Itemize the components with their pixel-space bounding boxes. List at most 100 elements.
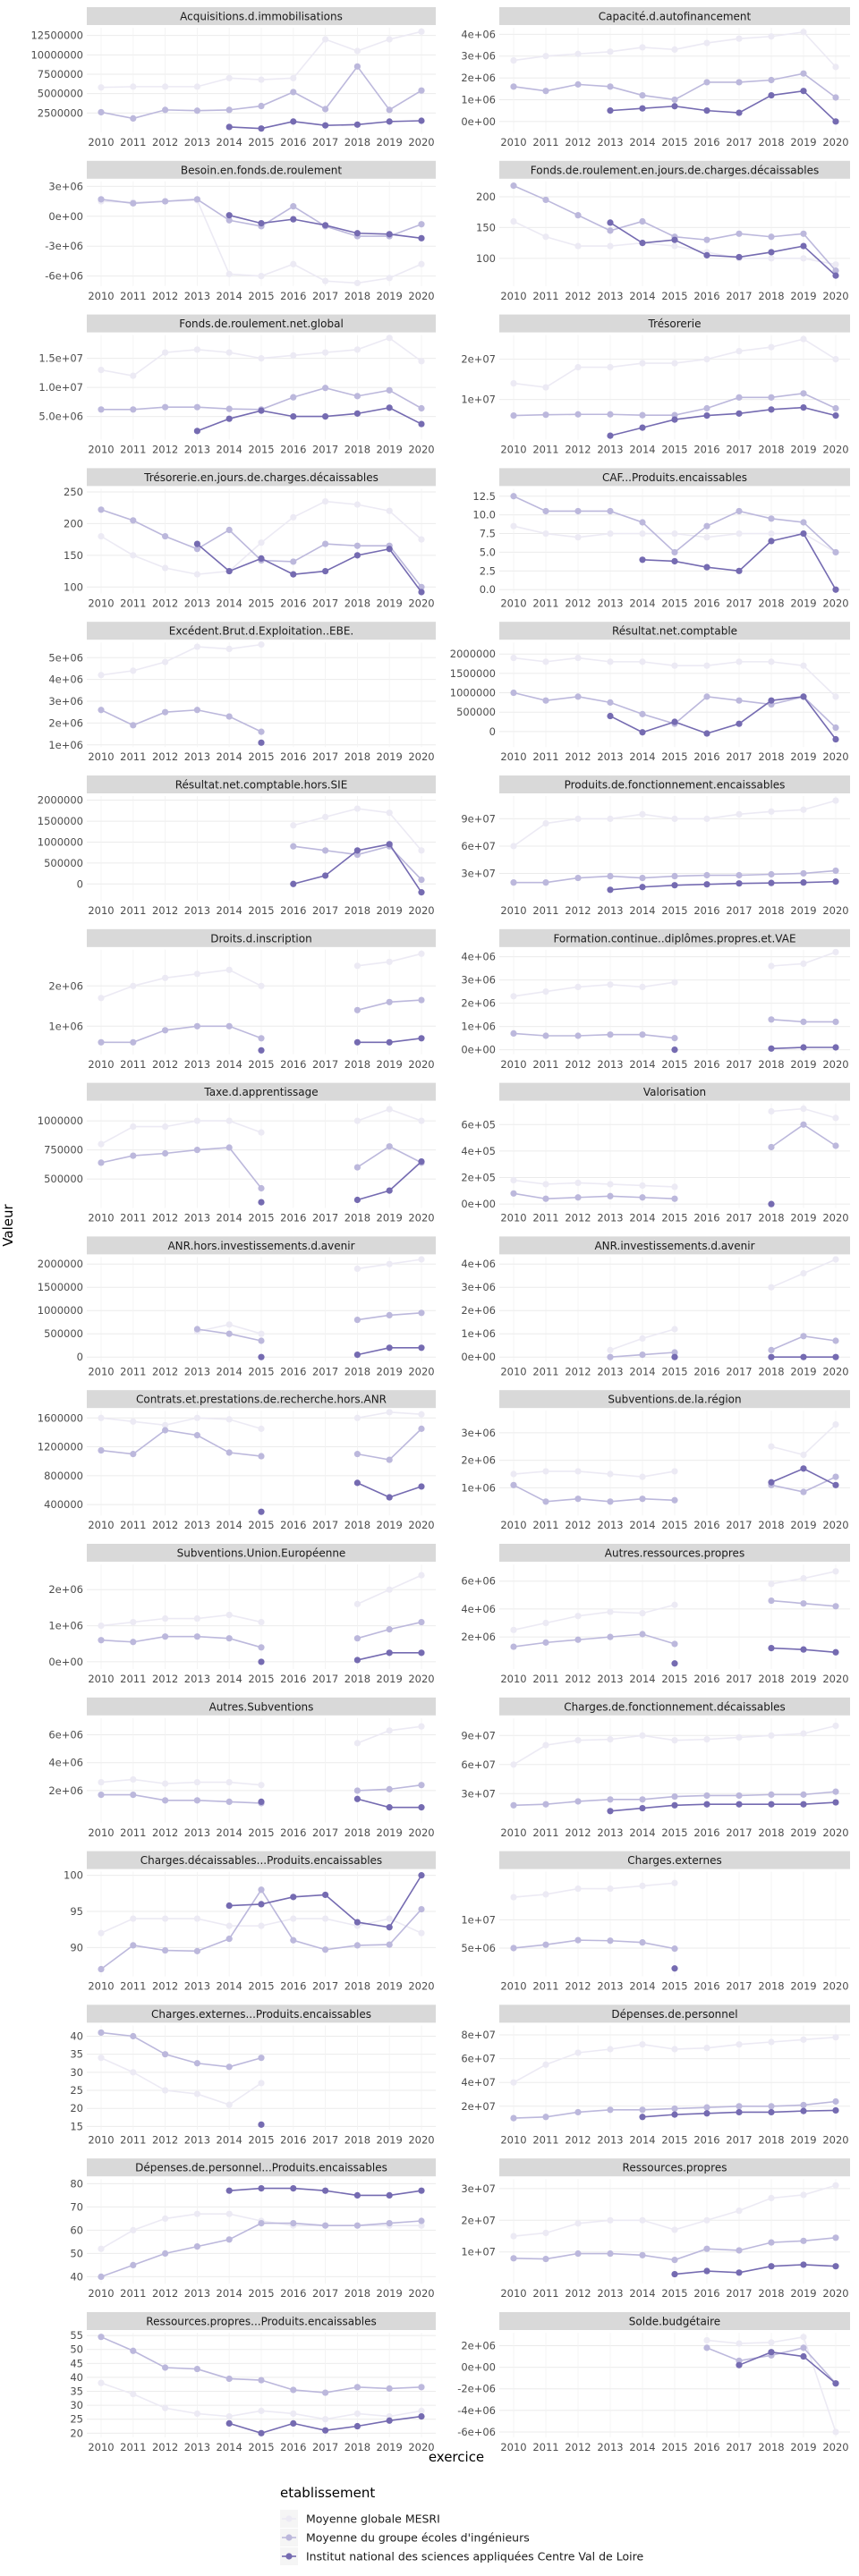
data-point bbox=[510, 2233, 517, 2240]
data-point bbox=[322, 847, 329, 854]
x-tick-label: 2016 bbox=[280, 597, 306, 609]
data-point bbox=[290, 571, 297, 578]
data-point bbox=[800, 2237, 807, 2244]
data-point bbox=[353, 1317, 361, 1324]
y-tick-label: 500000 bbox=[456, 706, 496, 718]
x-tick-label: 2019 bbox=[790, 597, 816, 609]
data-point bbox=[98, 707, 105, 714]
data-point bbox=[510, 1643, 517, 1650]
data-point bbox=[418, 2187, 425, 2194]
data-point bbox=[574, 1032, 582, 1039]
x-tick-label: 2014 bbox=[217, 1058, 242, 1071]
data-point bbox=[98, 2273, 105, 2280]
data-point bbox=[574, 411, 582, 418]
panel-title: Charges.externes...Produits.encaissables bbox=[151, 2008, 371, 2021]
x-tick-label: 2019 bbox=[790, 2287, 816, 2300]
panel-26: Charges.externes 5e+06 1e+07 2010 2011 2012 20… bbox=[461, 1851, 850, 1993]
data-point bbox=[510, 1626, 517, 1633]
data-point bbox=[832, 693, 839, 700]
data-point bbox=[574, 1737, 582, 1744]
x-tick-label: 2019 bbox=[790, 1212, 816, 1224]
panel-strip bbox=[87, 1082, 436, 1101]
x-tick-label: 2010 bbox=[500, 2441, 526, 2453]
data-point bbox=[768, 962, 775, 970]
x-tick-label: 2010 bbox=[500, 290, 526, 302]
data-point bbox=[510, 380, 517, 387]
data-point bbox=[542, 233, 549, 241]
y-tick-label: 95 bbox=[70, 1905, 83, 1918]
data-point bbox=[386, 106, 393, 114]
data-point bbox=[800, 869, 807, 877]
data-point bbox=[386, 1456, 393, 1463]
series-line bbox=[513, 1179, 676, 1188]
data-point bbox=[386, 1649, 393, 1657]
y-tick-label: 1e+06 bbox=[461, 1481, 496, 1494]
series-insa bbox=[258, 1035, 425, 1054]
x-tick-label: 2012 bbox=[565, 136, 591, 148]
data-point bbox=[98, 995, 105, 1002]
data-point bbox=[542, 879, 549, 886]
x-tick-label: 2011 bbox=[120, 1826, 146, 1839]
series-line bbox=[609, 696, 837, 741]
data-point bbox=[736, 697, 743, 704]
panel-4: Fonds.de.roulement.en.jours.de.charges.d… bbox=[476, 160, 850, 302]
x-tick-label: 2012 bbox=[152, 2441, 178, 2453]
x-tick-label: 2019 bbox=[377, 2441, 403, 2453]
data-point bbox=[130, 83, 137, 90]
data-point bbox=[639, 530, 646, 538]
data-point bbox=[225, 645, 233, 653]
data-point bbox=[225, 1449, 233, 1456]
data-point bbox=[386, 36, 393, 43]
y-tick-label: 5e+06 bbox=[48, 651, 83, 664]
x-tick-label: 2017 bbox=[726, 904, 752, 917]
series-insa bbox=[225, 2413, 425, 2436]
x-tick-label: 2010 bbox=[500, 444, 526, 456]
data-point bbox=[542, 196, 549, 204]
data-point bbox=[386, 1038, 393, 1046]
panel-title: Dépenses.de.personnel...Produits.encaiss… bbox=[135, 2162, 387, 2174]
data-point bbox=[671, 1326, 678, 1333]
data-point bbox=[130, 1639, 137, 1646]
y-tick-label: 2e+06 bbox=[48, 979, 83, 992]
y-tick-label: 10.0 bbox=[472, 509, 496, 521]
x-tick-label: 2019 bbox=[377, 904, 403, 917]
data-point bbox=[418, 117, 425, 124]
series-line bbox=[609, 880, 837, 891]
series-line bbox=[197, 407, 422, 432]
data-point bbox=[574, 874, 582, 882]
data-point bbox=[736, 530, 743, 538]
panel-3: Besoin.en.fonds.de.roulement -6e+06 -3e+06… bbox=[45, 160, 436, 302]
series-line bbox=[513, 1604, 676, 1631]
panel-strip bbox=[87, 7, 436, 25]
series-mesri bbox=[98, 1572, 425, 1630]
x-tick-label: 2014 bbox=[217, 2133, 242, 2146]
data-point bbox=[768, 2194, 775, 2202]
data-point bbox=[832, 1603, 839, 1610]
data-point bbox=[703, 2045, 710, 2052]
data-point bbox=[386, 2385, 393, 2392]
x-tick-label: 2012 bbox=[565, 1058, 591, 1071]
x-tick-label: 2010 bbox=[88, 290, 114, 302]
data-point bbox=[258, 1782, 265, 1789]
data-point bbox=[607, 432, 614, 439]
data-point bbox=[386, 231, 393, 238]
panel-title: Excédent.Brut.d.Exploitation..EBE. bbox=[169, 625, 354, 638]
data-point bbox=[574, 1636, 582, 1643]
data-point bbox=[832, 2034, 839, 2041]
data-point bbox=[607, 1470, 614, 1478]
x-tick-label: 2020 bbox=[408, 290, 434, 302]
data-point bbox=[639, 411, 646, 419]
x-tick-label: 2018 bbox=[758, 444, 784, 456]
data-point bbox=[258, 1644, 265, 1651]
data-point bbox=[510, 1470, 517, 1478]
x-tick-label: 2020 bbox=[408, 2287, 434, 2300]
x-tick-label: 2020 bbox=[408, 136, 434, 148]
data-point bbox=[639, 1352, 646, 1359]
data-point bbox=[639, 884, 646, 891]
x-tick-label: 2016 bbox=[693, 290, 719, 302]
y-tick-label: 45 bbox=[70, 2357, 83, 2369]
x-tick-label: 2010 bbox=[500, 904, 526, 917]
data-point bbox=[290, 2410, 297, 2418]
series-group bbox=[510, 1121, 839, 1202]
